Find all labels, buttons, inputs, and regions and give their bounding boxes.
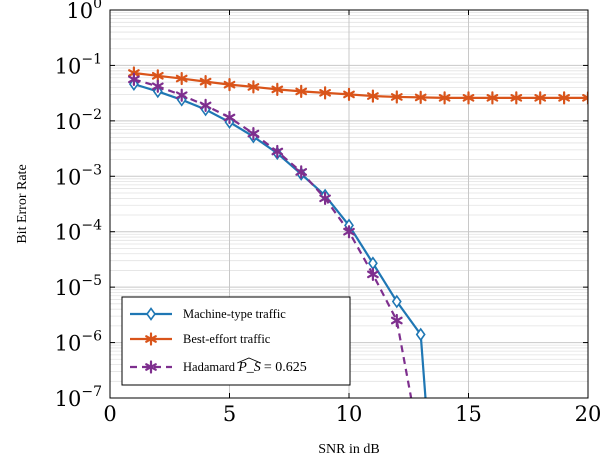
y-tick-exponent: −4 [81, 218, 102, 234]
legend-name: Hadamard [183, 360, 236, 374]
legend-name: Machine-type traffic [183, 307, 286, 321]
x-tick-label: 15 [455, 402, 482, 426]
legend-math-symbol: P_S [237, 360, 261, 375]
asterisk-marker [486, 91, 499, 105]
legend-label: Best-effort traffic [183, 332, 271, 346]
x-tick-label: 20 [575, 402, 602, 426]
y-tick-label: 10−3 [55, 162, 102, 189]
asterisk-marker [582, 91, 588, 105]
series-layer [128, 66, 588, 398]
y-tick-base: 10 [55, 221, 82, 245]
y-tick-label: 10−5 [55, 273, 102, 300]
y-tick-label: 10−6 [55, 329, 102, 356]
legend-box [121, 296, 351, 386]
asterisk-marker [223, 78, 236, 92]
asterisk-marker [151, 69, 164, 83]
asterisk-marker [223, 110, 236, 125]
diamond-marker [391, 294, 402, 309]
x-tick-label: 10 [336, 402, 363, 426]
y-tick-base: 10 [55, 332, 82, 356]
asterisk-marker [534, 91, 547, 105]
y-tick-base: 10 [55, 276, 82, 300]
asterisk-marker [175, 88, 188, 102]
asterisk-marker [271, 82, 284, 96]
asterisk-marker [343, 87, 355, 102]
asterisk-marker [175, 71, 188, 86]
y-tick-exponent: −5 [81, 273, 102, 289]
asterisk-marker [271, 144, 284, 159]
y-tick-label: 10−7 [55, 384, 102, 411]
legend-label: Hadamard P_S = 0.625 [183, 360, 307, 375]
asterisk-marker [247, 126, 260, 141]
asterisk-marker [343, 225, 355, 239]
series-line [133, 71, 588, 99]
asterisk-marker [558, 91, 570, 105]
asterisk-marker [462, 91, 475, 105]
y-tick-base: 10 [55, 165, 82, 189]
asterisk-marker [414, 90, 427, 104]
asterisk-marker [128, 72, 140, 86]
y-tick-exponent: −3 [81, 162, 102, 178]
asterisk-marker [510, 91, 523, 105]
x-axis-label: SNR in dB [318, 442, 379, 457]
y-tick-base: 10 [55, 110, 82, 134]
y-tick-exponent: −6 [81, 329, 102, 345]
legend-label: Machine-type traffic [183, 307, 286, 321]
legend-item: Hadamard P_S = 0.625 [130, 360, 307, 375]
x-tick-label: 5 [223, 402, 236, 426]
asterisk-marker [295, 84, 308, 98]
asterisk-marker [319, 191, 331, 205]
asterisk-marker [247, 80, 260, 94]
asterisk-marker [199, 75, 212, 89]
asterisk-marker [199, 98, 212, 113]
asterisk-marker [367, 267, 379, 281]
asterisk-marker [390, 313, 403, 328]
legend-math-value: = 0.625 [264, 360, 307, 375]
y-tick-base: 10 [55, 54, 82, 78]
y-tick-exponent: −2 [81, 107, 102, 123]
series-line [133, 83, 427, 398]
hat-accent [237, 357, 261, 364]
legend-item: Machine-type traffic [130, 307, 286, 321]
asterisk-marker [367, 89, 379, 103]
diamond-marker [146, 307, 156, 321]
y-axis-label: Bit Error Rate [15, 164, 30, 243]
y-tick-label: 10−2 [55, 107, 102, 134]
x-tick-label: 0 [103, 402, 116, 426]
y-tick-exponent: 0 [93, 0, 102, 12]
y-tick-label: 100 [66, 0, 102, 23]
series-2 [128, 66, 588, 105]
legend-item: Best-effort traffic [130, 332, 271, 346]
asterisk-marker [295, 165, 308, 179]
legend: Machine-type traffic Best-effort traffic H… [121, 296, 351, 386]
diamond-marker [415, 327, 426, 342]
asterisk-marker [151, 79, 164, 93]
y-tick-exponent: −1 [81, 51, 102, 67]
asterisk-marker [319, 86, 331, 100]
y-tick-base: 10 [66, 0, 93, 23]
asterisk-marker [438, 91, 451, 105]
asterisk-marker [145, 360, 157, 374]
legend-name: Best-effort traffic [183, 332, 271, 346]
asterisk-marker [390, 90, 403, 104]
asterisk-marker [145, 332, 157, 346]
y-tick-base: 10 [55, 387, 82, 411]
y-tick-label: 10−1 [55, 51, 102, 78]
y-tick-exponent: −7 [81, 384, 102, 400]
series-3 [128, 72, 413, 398]
y-tick-label: 10−4 [55, 218, 102, 245]
